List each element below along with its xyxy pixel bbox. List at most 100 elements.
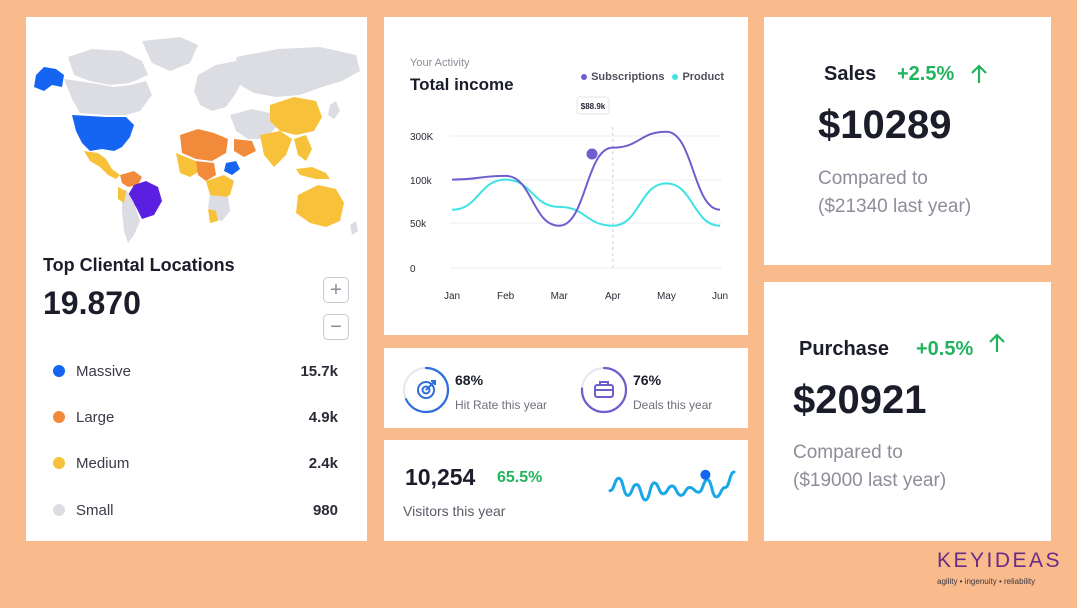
briefcase-icon [594,381,614,398]
sales-value: $10289 [818,103,952,147]
purchase-title: Purchase [799,338,890,360]
x-tick-label: May [657,291,676,302]
y-tick-label: 0 [410,264,416,275]
brand-logo: KEYIDEAS [937,549,1063,572]
total-income-card: 0 50k 100k 300K Jan Feb Mar Apr May Jun $88.9k You… [384,17,748,335]
zoom-in-button[interactable]: + [323,277,349,303]
brand-tagline: agility • ingenuity • reliability [937,577,1036,586]
legend-dot [53,365,65,377]
map-region-medium [118,187,126,203]
income-legend: Subscriptions Product [581,71,724,83]
map-region-small [350,221,358,235]
zoom-out-button[interactable]: − [323,314,349,340]
income-title: Total income [410,75,514,94]
deals-ring [580,366,628,414]
sales-compare: Compared to ($21340 last year) [818,165,971,221]
map-region-small [64,79,152,115]
map-region-large [234,139,256,157]
sales-title: Sales [824,63,877,85]
legend-label: Subscriptions [591,71,665,83]
purchase-compare-line1: Compared to [793,442,903,463]
plus-icon: + [330,278,342,301]
legend-value: 4.9k [308,408,338,426]
map-region-medium [296,167,330,179]
income-subtitle: Your Activity [410,57,470,69]
cliental-locations-card: Top Cliental Locations 19.870 + − Massiv… [26,17,367,541]
hit-rate-value: 68% [455,372,484,388]
series-line-product[interactable] [451,178,721,227]
y-tick-label: 50k [410,219,427,230]
map-region-medium [206,175,234,201]
x-tick-label: Feb [497,291,515,302]
sales-change: +2.5% [897,63,955,85]
deals-label: Deals this year [633,398,713,412]
sparkline-path [608,470,736,502]
visitors-sparkline[interactable] [606,466,738,506]
map-region-small [230,109,276,139]
visitors-label: Visitors this year [403,503,506,519]
map-region-small [68,49,148,85]
purchase-value: $20921 [793,378,927,422]
legend-label: Product [682,71,724,83]
visitors-card: 10,254 65.5% Visitors this year [384,440,748,541]
legend-item-large: Large 4.9k [53,406,338,428]
legend-label: Large [76,408,115,426]
legend-item-small: Small 980 [53,499,338,521]
locations-title: Top Cliental Locations [43,255,235,275]
map-region-massive [224,161,240,175]
income-line-chart[interactable]: 0 50k 100k 300K Jan Feb Mar Apr May Jun $88.9k [384,17,748,335]
legend-label: Medium [76,454,130,472]
legend-dot [53,504,65,516]
hit-rate-label: Hit Rate this year [455,398,548,412]
legend-dot [672,74,679,81]
map-region-medium [270,97,322,135]
series-line-subscriptions[interactable] [451,130,721,227]
visitors-value: 10,254 [405,464,476,490]
legend-item-product[interactable]: Product [672,71,724,83]
sales-compare-line2: ($21340 last year) [818,196,972,217]
locations-total: 19.870 [43,285,141,321]
map-region-medium [260,131,292,167]
map-region-large [196,161,216,181]
arrow-up-icon [971,64,987,83]
map-region-medium [294,135,312,161]
legend-label: Small [76,501,114,519]
map-region-small [122,189,140,243]
legend-value: 15.7k [300,362,338,380]
legend-dot [581,74,588,81]
purchase-compare: Compared to ($19000 last year) [793,439,946,495]
tooltip-label: $88.9k [581,102,606,111]
map-region-large [180,129,228,161]
arrow-up-icon [989,333,1005,352]
map-region-medium [208,209,218,223]
legend-value: 2.4k [308,454,338,472]
sparkline-point[interactable] [700,469,711,480]
chart-tooltip: $88.9k [576,96,610,115]
deals-value: 76% [633,372,662,388]
y-tick-label: 100k [410,176,433,187]
hit-rate-ring [402,366,450,414]
x-tick-label: Apr [605,291,621,302]
legend-dot [53,411,65,423]
highlight-point[interactable] [586,148,598,160]
y-tick-label: 300K [410,132,434,143]
legend-item-subscriptions[interactable]: Subscriptions [581,71,664,83]
visitors-change: 65.5% [497,469,543,486]
purchase-change: +0.5% [916,338,974,360]
legend-dot [53,457,65,469]
legend-label: Massive [76,362,132,380]
world-map[interactable] [30,35,364,245]
legend-value: 980 [312,501,338,519]
map-region-brazil [128,181,162,219]
map-region-small [236,47,360,97]
map-region-medium [84,151,120,179]
target-icon [417,380,436,399]
map-region-massive [34,67,64,91]
sales-compare-line1: Compared to [818,168,928,189]
map-region-large [120,171,142,187]
rates-card: 68% Hit Rate this year 76% Deals this ye… [384,348,748,428]
map-region-massive [72,115,134,151]
legend-item-massive: Massive 15.7k [53,360,338,382]
legend-item-medium: Medium 2.4k [53,452,338,474]
x-tick-label: Jun [712,291,728,302]
